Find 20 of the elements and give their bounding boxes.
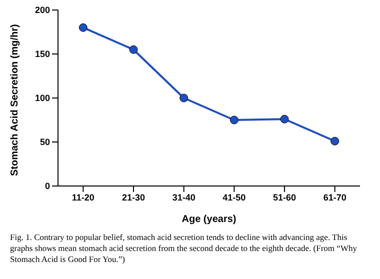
x-tick-label: 41-50 (222, 192, 246, 202)
y-tick-label: 150 (34, 49, 50, 60)
point (330, 136, 340, 146)
x-tick-label: 51-60 (272, 192, 296, 202)
x-axis-title: Age (years) (182, 214, 236, 225)
point (280, 114, 289, 124)
x-tick-label: 11-20 (72, 192, 94, 202)
point (180, 94, 188, 102)
y-axis-title: Stomach Acid Secretion (mg/hr) (10, 24, 21, 176)
y-tick-label: 0 (44, 181, 50, 192)
point (230, 116, 238, 124)
point (129, 45, 138, 54)
x-tick-label: 61-70 (323, 192, 346, 202)
point (78, 23, 88, 32)
y-tick-label: 50 (40, 137, 50, 148)
caption: Fig. 1. Contrary to popular belief, stomach acid secretion tends to decline with advancing age. This graphs shows mean stomach acid secretion from the second decade to the eighth decade. (From “Why Stomach Acid is Good For You.”) (10, 232, 358, 265)
x-tick-label: 21-30 (122, 192, 146, 202)
y-tick-label: 200 (34, 5, 50, 16)
x-tick-label: 31-40 (172, 192, 196, 202)
y-tick-label: 100 (34, 93, 50, 104)
